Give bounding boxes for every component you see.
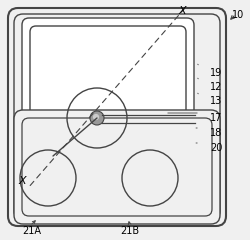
Text: 17: 17 bbox=[210, 113, 222, 123]
FancyBboxPatch shape bbox=[30, 26, 186, 116]
FancyBboxPatch shape bbox=[14, 14, 220, 220]
Text: X: X bbox=[178, 6, 186, 16]
FancyBboxPatch shape bbox=[22, 18, 194, 123]
FancyBboxPatch shape bbox=[14, 110, 220, 224]
Circle shape bbox=[93, 114, 99, 120]
Text: 10: 10 bbox=[232, 10, 244, 20]
Text: 21B: 21B bbox=[120, 226, 139, 236]
FancyBboxPatch shape bbox=[8, 8, 226, 226]
Text: 18: 18 bbox=[210, 128, 222, 138]
Text: 12: 12 bbox=[210, 82, 222, 92]
Text: 13: 13 bbox=[210, 96, 222, 106]
Circle shape bbox=[90, 111, 104, 125]
Text: 19: 19 bbox=[210, 68, 222, 78]
FancyBboxPatch shape bbox=[22, 118, 212, 216]
Text: 20: 20 bbox=[210, 143, 222, 153]
Text: X: X bbox=[18, 176, 26, 186]
Text: 21A: 21A bbox=[22, 226, 41, 236]
